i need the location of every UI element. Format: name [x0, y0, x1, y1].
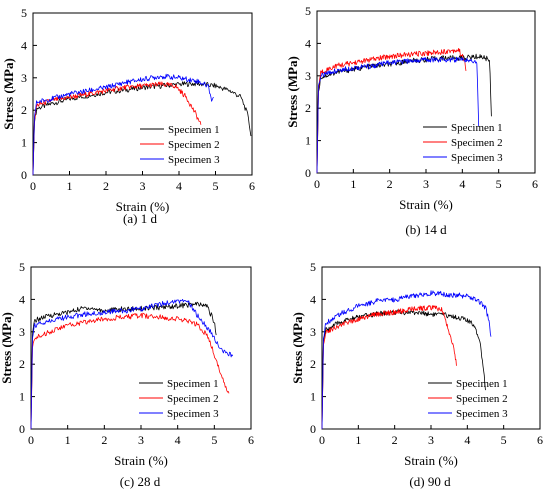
y-tick-label: 1	[19, 390, 25, 404]
x-tick-label: 5	[213, 179, 219, 193]
legend-label: Specimen 2	[167, 393, 219, 405]
legend-label: Specimen 3	[168, 154, 220, 166]
x-tick-label: 5	[496, 177, 502, 191]
x-tick-label: 4	[175, 433, 181, 447]
panel-caption: (b) 14 d	[405, 222, 447, 237]
legend-label: Specimen 3	[451, 152, 503, 164]
x-tick-label: 3	[428, 433, 434, 447]
x-axis-title: Strain (%)	[116, 199, 170, 214]
legend-label: Specimen 2	[451, 137, 503, 149]
legend-label: Specimen 3	[456, 408, 508, 420]
chart-panel-4: 0 1 2 3 4 5 6 0 1 2 3 4 5 Strain (%) Stress (MPa) Speci…	[290, 260, 543, 489]
x-tick-label: 0	[30, 179, 36, 193]
y-tick-label: 0	[305, 166, 311, 180]
x-tick-label: 5	[501, 433, 507, 447]
x-tick-label: 4	[464, 433, 470, 447]
series-line-specimen-3	[316, 56, 480, 174]
x-tick-label: 3	[138, 433, 144, 447]
y-tick-label: 2	[310, 357, 316, 371]
x-tick-label: 6	[248, 433, 254, 447]
x-tick-label: 3	[423, 177, 429, 191]
y-tick-label: 3	[305, 69, 311, 83]
x-tick-label: 1	[65, 433, 71, 447]
legend-label: Specimen 1	[168, 124, 220, 136]
x-tick-label: 4	[176, 179, 182, 193]
y-tick-label: 5	[310, 260, 316, 274]
x-tick-label: 6	[537, 433, 543, 447]
x-tick-label: 2	[387, 177, 393, 191]
x-tick-label: 5	[211, 433, 217, 447]
legend-label: Specimen 1	[451, 122, 503, 134]
x-tick-label: 2	[103, 179, 109, 193]
x-tick-label: 2	[392, 433, 398, 447]
y-tick-label: 2	[21, 103, 27, 117]
y-axis-title: Stress (MPa)	[290, 312, 305, 384]
x-tick-label: 3	[140, 179, 146, 193]
y-tick-label: 0	[310, 422, 316, 436]
x-tick-label: 0	[28, 433, 34, 447]
x-tick-label: 0	[314, 177, 320, 191]
x-tick-label: 1	[67, 179, 73, 193]
x-tick-label: 6	[249, 179, 255, 193]
legend-label: Specimen 3	[167, 408, 219, 420]
series-line-specimen-3	[321, 290, 492, 430]
legend-label: Specimen 1	[456, 378, 508, 390]
y-tick-label: 0	[19, 422, 25, 436]
x-axis-title: Strain (%)	[404, 453, 458, 468]
y-tick-label: 1	[310, 390, 316, 404]
x-axis-title: Strain (%)	[399, 197, 453, 212]
y-tick-label: 3	[19, 325, 25, 339]
y-tick-label: 1	[21, 136, 27, 150]
chart-panel-3: 0 1 2 3 4 5 6 0 1 2 3 4 5 Strain (%) Stress (MPa) Speci…	[0, 260, 254, 489]
y-tick-label: 2	[305, 101, 311, 115]
series-line-specimen-1	[30, 301, 217, 430]
series-line-specimen-3	[30, 298, 234, 430]
y-tick-label: 4	[21, 38, 27, 52]
panel-caption: (d) 90 d	[409, 474, 451, 489]
y-tick-label: 2	[19, 357, 25, 371]
y-tick-label: 3	[21, 71, 27, 85]
series-line-specimen-2	[30, 312, 230, 430]
panel-caption: (a) 1 d	[123, 211, 157, 226]
x-axis-title: Strain (%)	[114, 453, 168, 468]
y-axis-title: Stress (MPa)	[0, 312, 14, 384]
chart-panel-1: 0 1 2 3 4 5 6 0 1 2 3 4 5 Strain (%) Stress (MPa) Speci…	[1, 6, 255, 226]
series-line-specimen-2	[316, 48, 467, 174]
legend-label: Specimen 2	[168, 139, 220, 151]
panel-caption: (c) 28 d	[120, 474, 161, 489]
y-tick-label: 5	[21, 6, 27, 20]
x-tick-label: 4	[459, 177, 465, 191]
x-tick-label: 0	[319, 433, 325, 447]
y-tick-label: 5	[305, 4, 311, 18]
x-tick-label: 2	[101, 433, 107, 447]
y-tick-label: 3	[310, 325, 316, 339]
series-line-specimen-1	[32, 80, 252, 176]
legend-label: Specimen 1	[167, 378, 219, 390]
y-tick-label: 0	[21, 168, 27, 182]
y-tick-label: 4	[19, 292, 25, 306]
y-tick-label: 5	[19, 260, 25, 274]
legend-label: Specimen 2	[456, 393, 508, 405]
series-line-specimen-3	[32, 73, 214, 176]
x-tick-label: 1	[355, 433, 361, 447]
x-tick-label: 6	[532, 177, 538, 191]
y-axis-title: Stress (MPa)	[1, 58, 16, 130]
series-line-specimen-2	[32, 81, 202, 176]
y-tick-label: 4	[310, 292, 316, 306]
y-axis-title: Stress (MPa)	[285, 56, 300, 128]
series-line-specimen-2	[321, 305, 457, 430]
chart-panel-2: 0 1 2 3 4 5 6 0 1 2 3 4 5 Strain (%) Stress (MPa) Speci…	[285, 4, 538, 237]
y-tick-label: 1	[305, 134, 311, 148]
x-tick-label: 1	[350, 177, 356, 191]
y-tick-label: 4	[305, 36, 311, 50]
